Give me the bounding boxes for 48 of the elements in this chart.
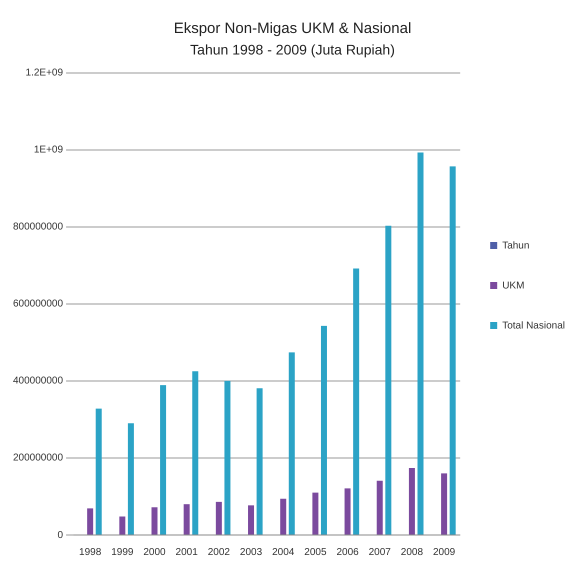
bar (450, 166, 456, 534)
bar (385, 226, 392, 534)
y-tick-label: 200000000 (12, 452, 64, 464)
y-tick-label: 400000000 (12, 376, 64, 387)
y-tick-label: 0 (57, 530, 64, 541)
x-tick-label: 2002 (208, 546, 230, 558)
x-tick-label: 2009 (432, 546, 456, 558)
bar (344, 488, 351, 534)
bar (441, 473, 448, 534)
bar (216, 502, 222, 534)
x-tick-label: 2007 (368, 546, 392, 558)
bar (151, 507, 158, 534)
x-tick-label: 2005 (304, 546, 327, 558)
bar (312, 492, 318, 534)
bar (96, 408, 102, 534)
bar (320, 326, 327, 534)
bar (408, 468, 415, 534)
x-tick-label: 1999 (111, 546, 134, 558)
bar (288, 352, 295, 534)
chart-subtitle: Tahun 1998 - 2009 (Juta Rupiah) (190, 41, 395, 58)
bar (192, 371, 198, 534)
y-tick-label: 1.2E+09 (26, 68, 64, 79)
chart-title: Ekspor Non-Migas UKM & Nasional (174, 20, 412, 38)
legend-label: UKM (502, 280, 524, 292)
x-tick-label: 2006 (336, 546, 360, 558)
legend-label: Tahun (502, 240, 530, 252)
x-tick-label: 2000 (143, 546, 166, 558)
bar (280, 498, 286, 534)
x-tick-label: 2003 (240, 546, 263, 558)
x-tick-label: 1998 (79, 546, 102, 558)
bar (376, 480, 383, 534)
bar (128, 423, 134, 534)
x-tick-label: 2004 (272, 546, 295, 558)
x-tick-label: 2008 (400, 546, 424, 558)
y-tick-label: 800000000 (12, 222, 64, 233)
bar (184, 504, 190, 534)
bar (160, 385, 166, 534)
bar (119, 516, 126, 534)
y-tick-label: 600000000 (12, 298, 64, 310)
bar (224, 380, 230, 534)
bar (418, 152, 424, 534)
bar (248, 505, 254, 534)
bar (87, 508, 94, 534)
x-tick-label: 2001 (176, 546, 198, 558)
legend-label: Total Nasional (502, 320, 565, 332)
bar (256, 388, 263, 534)
bar (353, 268, 360, 534)
y-tick-label: 1E+09 (34, 144, 64, 156)
